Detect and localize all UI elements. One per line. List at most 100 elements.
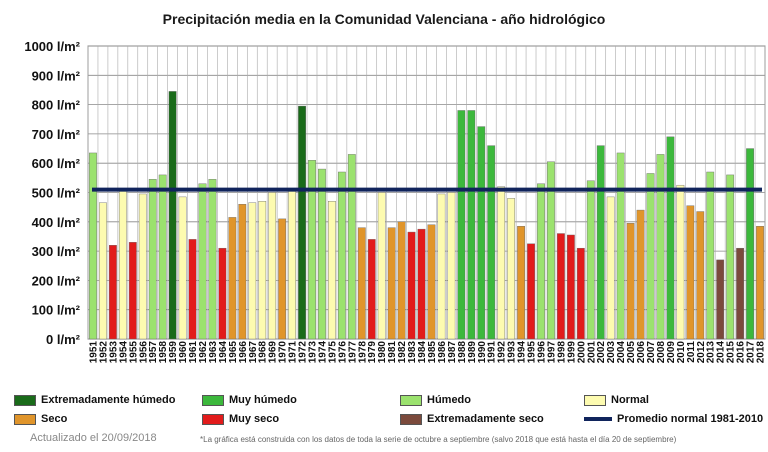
x-tick-label: 2002 — [596, 341, 607, 364]
bar — [328, 201, 336, 340]
legend-item-promedio: Promedio normal 1981-2010 — [584, 410, 763, 428]
bar — [318, 168, 326, 340]
x-tick-label: 1966 — [238, 341, 249, 364]
bar — [517, 225, 525, 340]
x-tick-label: 2015 — [726, 341, 737, 364]
bar — [208, 179, 217, 340]
bar — [158, 174, 167, 340]
bar — [347, 154, 356, 340]
legend-swatch — [400, 413, 422, 425]
x-tick-label: 1996 — [536, 341, 547, 364]
legend-label: Muy húmedo — [229, 394, 297, 406]
y-tick-label: 700 l/m² — [32, 127, 81, 142]
x-tick-label: 2008 — [656, 341, 667, 364]
x-tick-label: 1995 — [527, 341, 538, 364]
x-tick-label: 2001 — [586, 341, 597, 364]
x-tick-label: 1969 — [268, 341, 279, 364]
y-tick-label: 0 l/m² — [46, 332, 81, 347]
x-axis-ticks: 1951195219531954195519561957195819591960… — [88, 341, 766, 364]
legend-swatch — [400, 394, 422, 406]
x-tick-label: 2005 — [626, 341, 637, 364]
bar — [576, 247, 585, 340]
x-tick-label: 1982 — [397, 341, 408, 364]
legend-item-seco: Seco — [14, 410, 67, 428]
x-tick-label: 1992 — [497, 341, 508, 364]
bar — [447, 192, 456, 340]
bar — [696, 211, 705, 340]
x-tick-label: 1953 — [108, 341, 119, 364]
x-tick-label: 1979 — [367, 341, 378, 364]
x-tick-label: 2003 — [606, 341, 617, 364]
bar — [357, 227, 366, 340]
bar — [547, 161, 555, 340]
legend-swatch — [202, 394, 224, 406]
bar — [746, 148, 754, 340]
x-tick-label: 1963 — [208, 341, 219, 364]
bar — [268, 192, 277, 340]
legend-swatch — [14, 413, 36, 425]
legend-label: Seco — [41, 413, 68, 425]
bar — [457, 110, 466, 340]
x-tick-label: 1993 — [507, 341, 518, 364]
y-axis-ticks: 0 l/m² 100 l/m² 200 l/m² 300 l/m² 400 l/m² 50… — [24, 39, 80, 347]
bar — [417, 228, 426, 340]
bar — [706, 171, 715, 340]
x-tick-label: 1955 — [128, 341, 139, 364]
bar — [726, 174, 735, 340]
bar — [278, 218, 287, 340]
x-tick-label: 1989 — [467, 341, 478, 364]
x-tick-label: 1987 — [447, 341, 458, 364]
legend-swatch — [202, 413, 224, 425]
x-tick-label: 1976 — [337, 341, 348, 364]
bar — [238, 204, 247, 340]
bar — [477, 126, 486, 340]
x-tick-label: 1960 — [178, 341, 189, 364]
x-tick-label: 1961 — [188, 341, 199, 364]
legend-label: Promedio normal 1981-2010 — [617, 413, 764, 425]
bar — [756, 225, 764, 340]
chart-title: Precipitación media en la Comunidad Vale… — [162, 11, 606, 27]
legend-item-normal: Normal — [584, 391, 649, 409]
legend: Extremadamente húmedo Muy húmedo Húmedo … — [14, 391, 764, 429]
bar — [258, 201, 267, 340]
x-tick-label: 1974 — [317, 341, 328, 364]
x-tick-label: 2014 — [716, 341, 727, 364]
bar — [656, 154, 665, 340]
bar — [288, 189, 296, 340]
bar — [487, 145, 496, 340]
bar — [736, 247, 744, 340]
legend-swatch — [584, 394, 606, 406]
y-tick-label: 300 l/m² — [32, 244, 81, 259]
bar — [676, 184, 685, 340]
x-tick-label: 2007 — [646, 341, 657, 364]
legend-item-extremadamente-humedo: Extremadamente húmedo — [14, 391, 175, 409]
bar — [616, 152, 625, 340]
bar — [397, 221, 406, 340]
x-tick-label: 1985 — [427, 341, 438, 364]
x-tick-label: 1958 — [158, 341, 169, 364]
x-tick-label: 1954 — [118, 341, 129, 364]
x-tick-label: 1956 — [138, 341, 149, 364]
bar — [367, 239, 376, 340]
legend-line-swatch — [584, 417, 612, 421]
bar — [407, 231, 416, 340]
y-tick-label: 1000 l/m² — [24, 39, 80, 54]
bar — [188, 239, 197, 340]
x-tick-label: 1994 — [517, 341, 528, 364]
x-tick-label: 2013 — [706, 341, 717, 364]
bar — [427, 224, 436, 340]
bar — [467, 110, 476, 340]
y-tick-label: 600 l/m² — [32, 156, 81, 171]
bar — [497, 186, 506, 340]
x-tick-label: 1983 — [407, 341, 418, 364]
y-tick-label: 400 l/m² — [32, 215, 81, 230]
bar — [566, 234, 575, 340]
legend-label: Muy seco — [229, 413, 280, 425]
x-tick-label: 2009 — [666, 341, 677, 364]
bar — [218, 247, 227, 340]
x-tick-label: 1997 — [546, 341, 557, 364]
bar — [228, 217, 237, 340]
x-tick-label: 2000 — [576, 341, 587, 364]
x-tick-label: 1965 — [228, 341, 239, 364]
x-tick-label: 1967 — [248, 341, 259, 364]
